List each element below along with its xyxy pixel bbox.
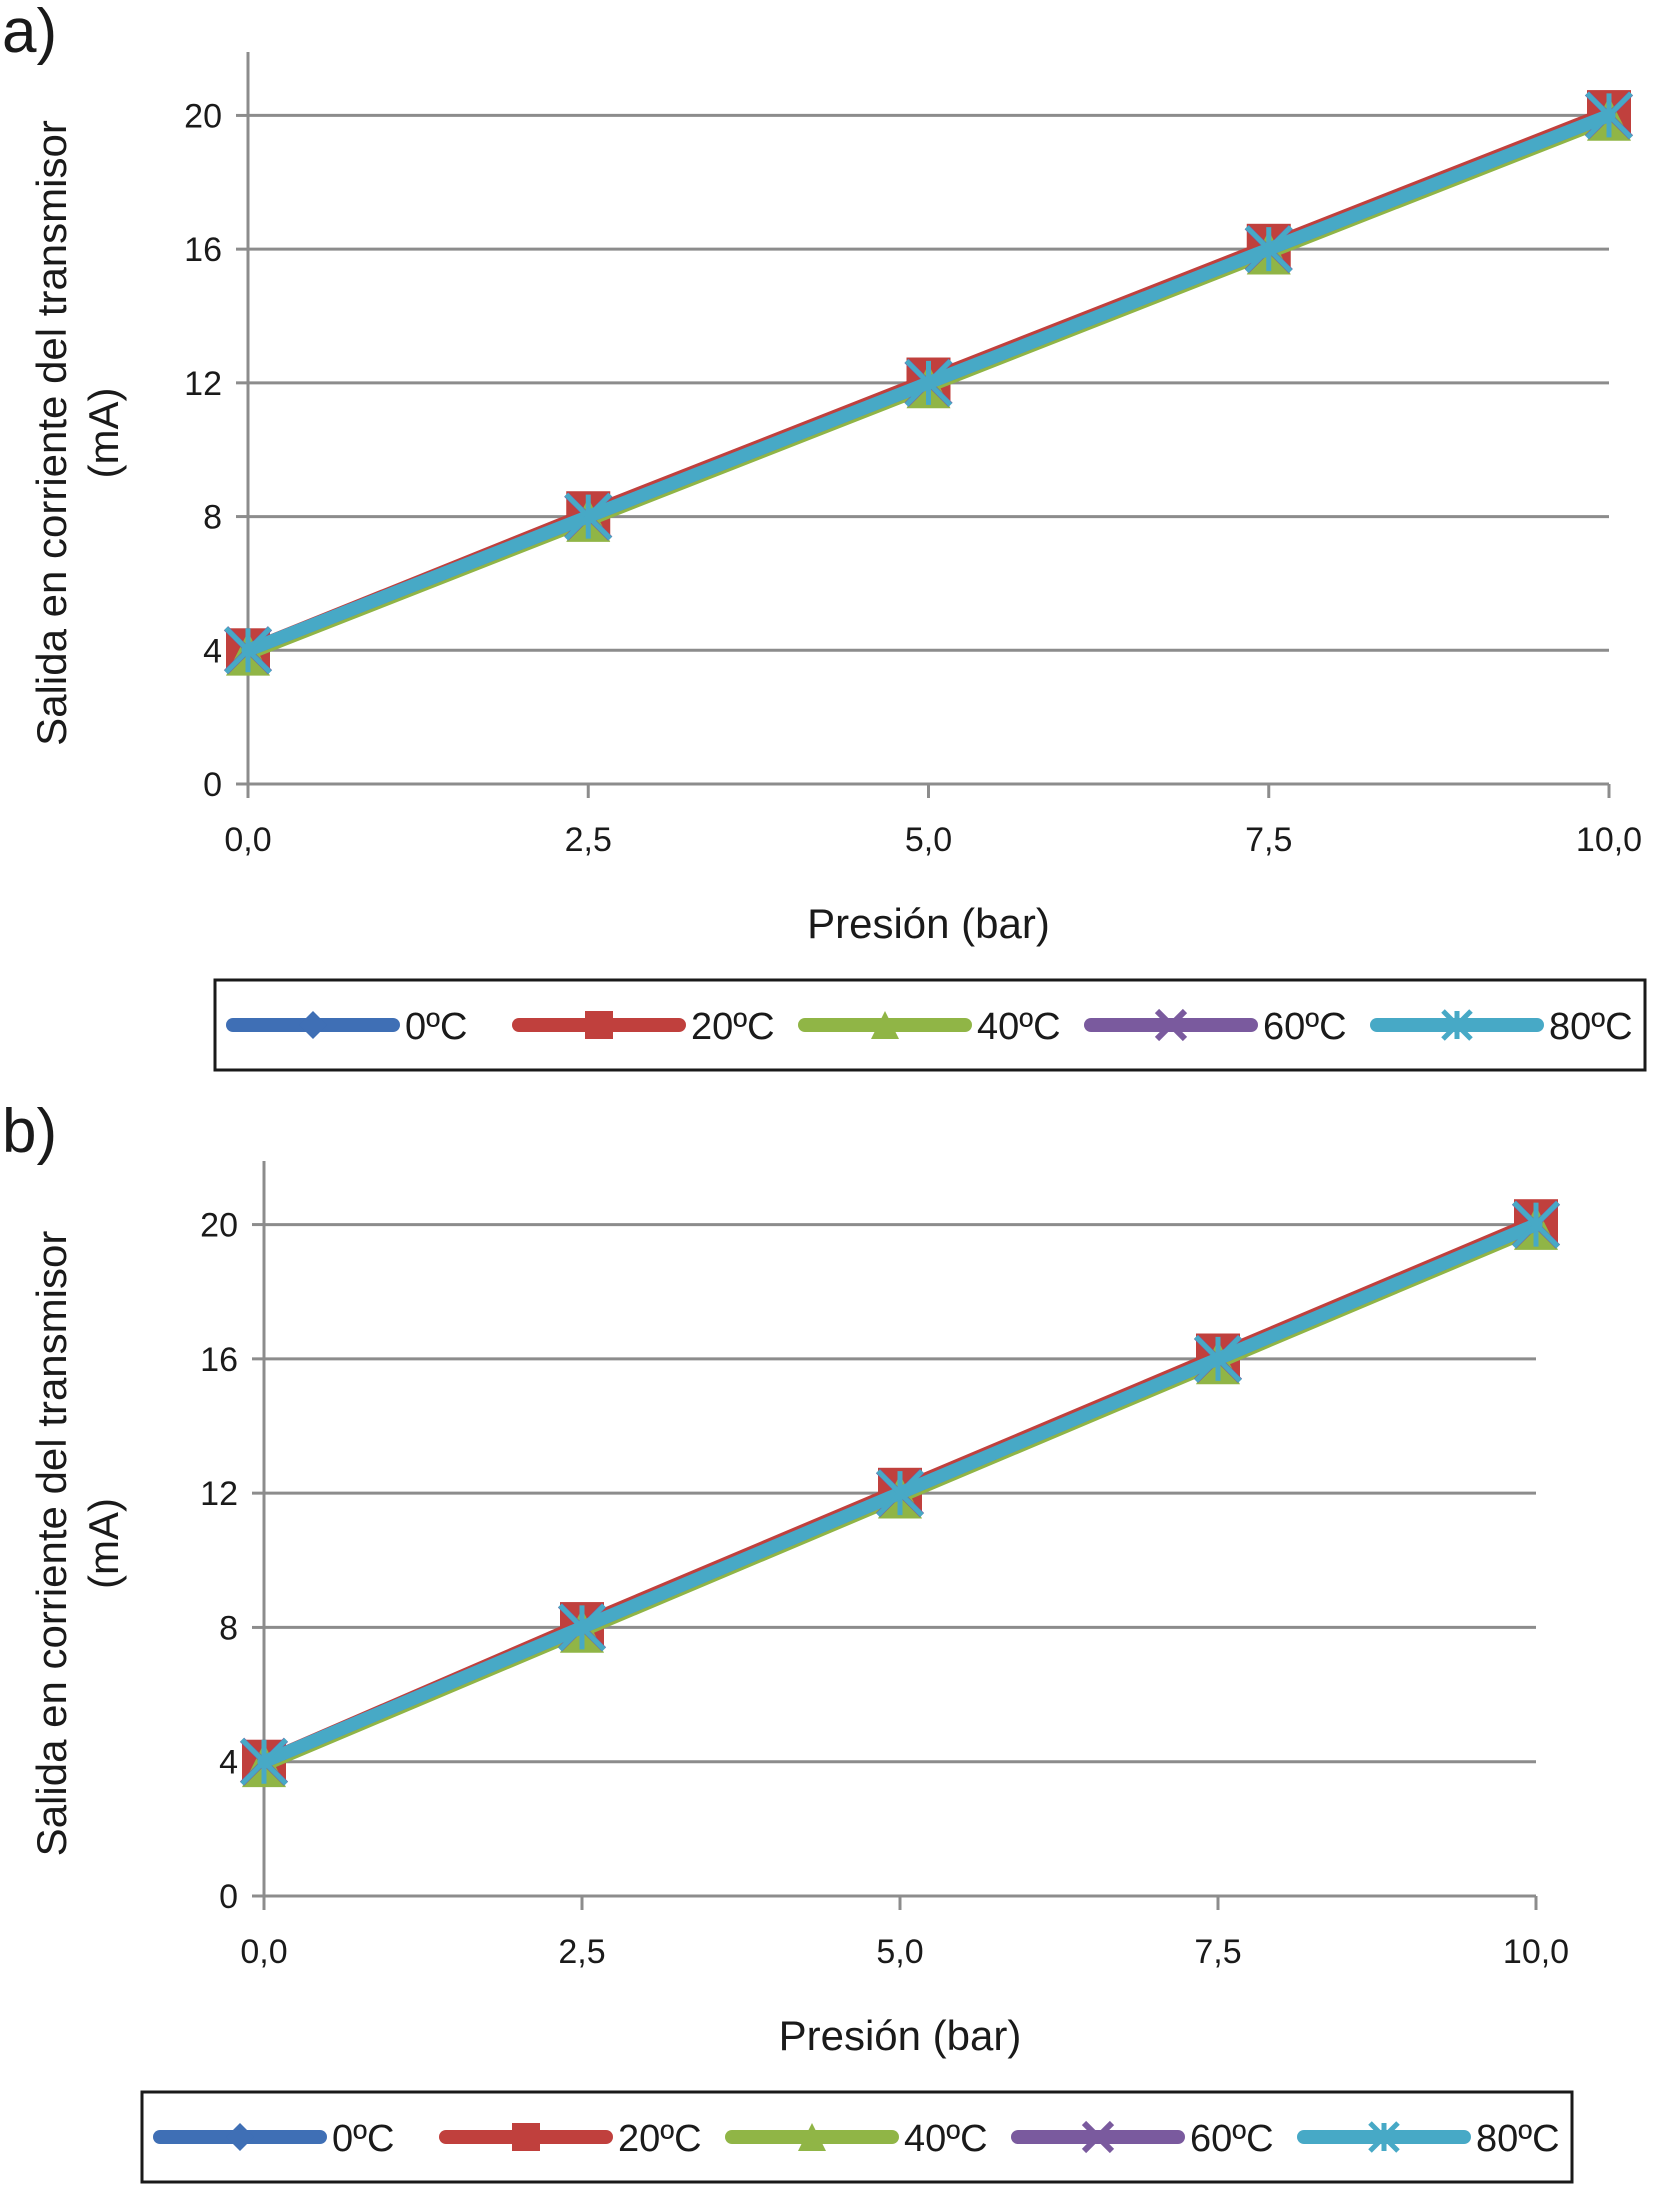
- marker-star: [904, 359, 953, 407]
- y-tick-label: 0: [219, 1878, 238, 1916]
- legend-label: 60ºC: [1190, 2118, 1274, 2160]
- chart-panel-b: b) 0 4 8 12 16 20 0,0 2,5 5,0 7,5 10,0 Presión (bar…: [0, 1100, 1661, 2188]
- legend-item: 40ºC: [725, 2118, 988, 2160]
- panel-label: b): [2, 1097, 58, 1166]
- y-tick-label: 4: [219, 1744, 238, 1782]
- y-tick-label: 4: [203, 632, 222, 670]
- marker-diamond: [299, 1011, 327, 1039]
- x-tick-label: 10,0: [1576, 821, 1642, 859]
- panel-label: a): [2, 0, 58, 66]
- x-tick-label: 10,0: [1503, 1933, 1569, 1971]
- y-axis-title: Salida en corriente del transmisor: [28, 120, 75, 746]
- y-axis-unit: (mA): [80, 1498, 127, 1589]
- legend-item: 20ºC: [512, 1006, 775, 1048]
- legend-label: 60ºC: [1263, 1006, 1347, 1048]
- marker-diamond: [226, 2123, 254, 2151]
- legend-item: 20ºC: [439, 2118, 702, 2160]
- marker-x: [1154, 1008, 1188, 1042]
- marker-star: [1368, 2121, 1400, 2153]
- legend-item: 40ºC: [798, 1006, 1061, 1048]
- x-tick-label: 7,5: [1245, 821, 1292, 859]
- marker-x: [1081, 2120, 1115, 2154]
- legend-label: 20ºC: [691, 1006, 775, 1048]
- legend-label: 80ºC: [1549, 1006, 1633, 1048]
- legend-label: 80ºC: [1476, 2118, 1560, 2160]
- y-tick-label: 8: [219, 1609, 238, 1647]
- y-tick-label: 16: [200, 1341, 238, 1379]
- series-80ºC: [224, 91, 1633, 675]
- chart-b: 0 4 8 12 16 20 0,0 2,5 5,0 7,5 10,0 Presión (bar) Sa…: [28, 1161, 1574, 2184]
- y-axis-title: Salida en corriente del transmisor: [28, 1231, 75, 1857]
- x-tick-label: 2,5: [565, 821, 612, 859]
- x-tick-label: 5,0: [905, 821, 952, 859]
- marker-star: [1441, 1009, 1473, 1041]
- marker-star: [876, 1469, 924, 1517]
- x-tick-label: 7,5: [1194, 1933, 1241, 1971]
- marker-star: [564, 492, 613, 541]
- legend-label: 0ºC: [332, 2118, 394, 2160]
- chart-a: 0 4 8 12 16 20 0,0 2,5 5,0 7,5 10,0 Presión (bar) Sa…: [28, 52, 1647, 1072]
- marker-star: [240, 1737, 288, 1786]
- x-tick-label: 2,5: [558, 1933, 605, 1971]
- marker-star: [558, 1603, 606, 1652]
- y-tick-label: 20: [200, 1207, 238, 1245]
- legend-label: 0ºC: [405, 1006, 467, 1048]
- y-tick-label: 0: [203, 766, 222, 804]
- legend-label: 40ºC: [904, 2118, 988, 2160]
- x-tick-label: 0,0: [240, 1933, 287, 1971]
- legend: 0ºC 20ºC 40ºC 60ºC 80ºC: [213, 978, 1647, 1072]
- legend-item: 60ºC: [1084, 1006, 1347, 1048]
- x-axis-title: Presión (bar): [807, 900, 1050, 947]
- series-80ºC: [240, 1200, 1560, 1786]
- y-tick-label: 12: [184, 365, 222, 403]
- marker-star: [1194, 1335, 1242, 1383]
- x-axis-title: Presión (bar): [779, 2012, 1022, 2059]
- x-tick-label: 0,0: [224, 821, 271, 859]
- marker-square: [512, 2123, 540, 2151]
- y-tick-label: 8: [203, 499, 222, 537]
- legend-label: 40ºC: [977, 1006, 1061, 1048]
- y-tick-label: 20: [184, 97, 222, 135]
- chart-panel-a: a) 0 4 8 12 16 20 0,0 2,5 5,0 7,5 10,0 Presión (bar…: [0, 0, 1661, 1080]
- y-axis-unit: (mA): [80, 388, 127, 479]
- legend: 0ºC 20ºC 40ºC 60ºC 80ºC: [140, 2090, 1574, 2184]
- y-tick-label: 16: [184, 231, 222, 269]
- legend-label: 20ºC: [618, 2118, 702, 2160]
- marker-star: [224, 626, 272, 675]
- legend-item: 0ºC: [226, 1006, 467, 1048]
- legend-item: 60ºC: [1011, 2118, 1274, 2160]
- legend-item: 0ºC: [153, 2118, 394, 2160]
- x-tick-label: 5,0: [876, 1933, 923, 1971]
- y-tick-label: 12: [200, 1475, 238, 1513]
- marker-star: [1244, 225, 1293, 273]
- marker-square: [585, 1011, 613, 1039]
- marker-star: [1585, 91, 1633, 140]
- marker-triangle: [798, 2123, 826, 2151]
- marker-triangle: [871, 1011, 899, 1039]
- legend-item: 80ºC: [1370, 1006, 1633, 1048]
- legend-item: 80ºC: [1297, 2118, 1560, 2160]
- marker-star: [1512, 1200, 1560, 1249]
